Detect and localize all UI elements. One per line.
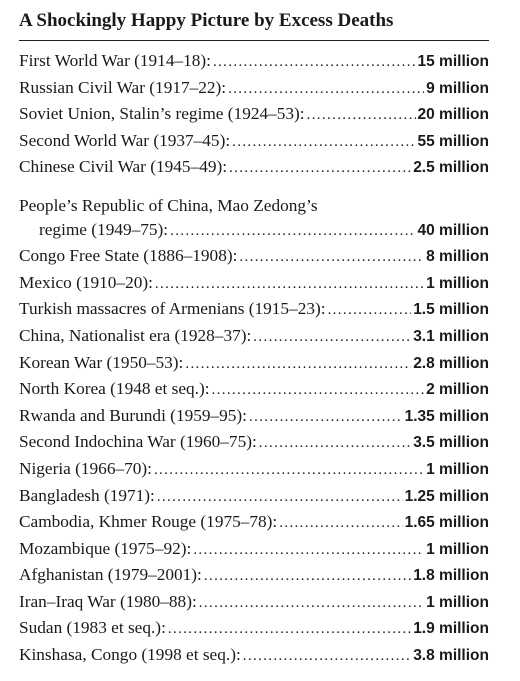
entry-label: Bangladesh (1971):	[19, 485, 155, 505]
entry-value: 1.65 million	[404, 514, 489, 532]
dot-leader	[213, 54, 416, 71]
list-item: Cambodia, Khmer Rouge (1975–78): 1.65 mi…	[19, 512, 489, 539]
entry-label: Nigeria (1966–70):	[19, 458, 152, 478]
entry-value: 3.5 million	[413, 434, 489, 452]
list-item: Korean War (1950–53): 2.8 million	[19, 353, 489, 380]
entry-value: 1 million	[426, 274, 489, 292]
dot-leader	[154, 462, 424, 479]
entry-label: Korean War (1950–53):	[19, 352, 184, 372]
death-toll-list: First World War (1914–18): 15 million Ru…	[19, 51, 489, 672]
entry-value: 2.5 million	[413, 159, 489, 177]
dot-leader	[193, 542, 424, 559]
dot-leader	[170, 223, 415, 240]
entry-label: Cambodia, Khmer Rouge (1975–78):	[19, 512, 278, 532]
dot-leader	[185, 356, 411, 373]
entry-value: 1.9 million	[413, 620, 489, 638]
dot-leader	[157, 489, 403, 506]
list-item: Rwanda and Burundi (1959–95): 1.35 milli…	[19, 406, 489, 433]
list-item: China, Nationalist era (1928–37): 3.1 mi…	[19, 326, 489, 353]
entry-value: 1 million	[426, 540, 489, 558]
entry-value: 3.1 million	[413, 327, 489, 345]
dot-leader	[204, 568, 411, 585]
dot-leader	[228, 81, 424, 98]
list-item: First World War (1914–18): 15 million	[19, 51, 489, 78]
dot-leader	[168, 621, 411, 638]
entry-value: 20 million	[417, 106, 490, 124]
list-item: North Korea (1948 et seq.): 2 million	[19, 379, 489, 406]
dot-leader	[279, 515, 402, 532]
entry-label: Mozambique (1975–92):	[19, 538, 192, 558]
dot-leader	[307, 107, 416, 124]
entry-label: Second Indochina War (1960–75):	[19, 432, 257, 452]
list-item: Afghanistan (1979–2001): 1.8 million	[19, 565, 489, 592]
entry-label: Turkish massacres of Armenians (1915–23)…	[19, 299, 326, 319]
dot-leader	[249, 409, 403, 426]
entry-value: 1.5 million	[413, 301, 489, 319]
list-item: Second Indochina War (1960–75): 3.5 mill…	[19, 432, 489, 459]
entry-label: Chinese Civil War (1945–49):	[19, 157, 228, 177]
entry-label: Afghanistan (1979–2001):	[19, 565, 202, 585]
entry-value: 2.8 million	[413, 354, 489, 372]
page: A Shockingly Happy Picture by Excess Dea…	[19, 0, 489, 672]
entry-value: 15 million	[417, 53, 490, 70]
dot-leader	[199, 595, 424, 612]
dot-leader	[155, 276, 424, 293]
dot-leader	[243, 648, 411, 665]
entry-value: 1.8 million	[413, 567, 489, 585]
list-item: Turkish massacres of Armenians (1915–23)…	[19, 299, 489, 326]
list-item: Mozambique (1975–92): 1 million	[19, 539, 489, 566]
entry-label: Soviet Union, Stalin’s regime (1924–53):	[19, 104, 305, 124]
entry-label: First World War (1914–18):	[19, 51, 211, 70]
entry-value: 3.8 million	[413, 647, 489, 665]
list-item: Bangladesh (1971): 1.25 million	[19, 486, 489, 513]
entry-label: Mexico (1910–20):	[19, 272, 153, 292]
entry-label: Iran–Iraq War (1980–88):	[19, 591, 197, 611]
list-item: regime (1949–75): 40 million	[19, 220, 489, 247]
list-item: Mexico (1910–20): 1 million	[19, 273, 489, 300]
list-item: Soviet Union, Stalin’s regime (1924–53):…	[19, 104, 489, 131]
entry-label: Kinshasa, Congo (1998 et seq.):	[19, 645, 241, 665]
entry-value: 55 million	[417, 132, 490, 150]
entry-label-line1: People’s Republic of China, Mao Zedong’s	[19, 195, 318, 215]
dot-leader	[232, 134, 415, 151]
list-item: Sudan (1983 et seq.): 1.9 million	[19, 618, 489, 645]
dot-leader	[229, 160, 411, 177]
list-item: Second World War (1937–45): 55 million	[19, 131, 489, 158]
page-title: A Shockingly Happy Picture by Excess Dea…	[19, 0, 489, 41]
entry-value: 1.35 million	[404, 407, 489, 425]
dot-leader	[212, 382, 425, 399]
list-item: Congo Free State (1886–1908): 8 million	[19, 246, 489, 273]
list-item-multiline: People’s Republic of China, Mao Zedong’s…	[19, 193, 489, 246]
entry-label: China, Nationalist era (1928–37):	[19, 325, 252, 345]
entry-value: 9 million	[426, 79, 489, 97]
entry-value: 2 million	[426, 381, 489, 399]
entry-value: 1 million	[426, 593, 489, 611]
entry-label: Congo Free State (1886–1908):	[19, 246, 238, 266]
entry-label: regime (1949–75):	[39, 219, 169, 239]
list-item: Chinese Civil War (1945–49): 2.5 million	[19, 157, 489, 184]
entry-value: 1 million	[426, 460, 489, 478]
entry-label: Rwanda and Burundi (1959–95):	[19, 405, 247, 425]
dot-leader	[259, 435, 411, 452]
entry-value: 8 million	[426, 248, 489, 266]
dot-leader	[328, 302, 412, 319]
entry-label: Second World War (1937–45):	[19, 130, 231, 150]
dot-leader	[253, 329, 411, 346]
entry-label: Sudan (1983 et seq.):	[19, 618, 166, 638]
dot-leader	[239, 249, 424, 266]
list-item: Russian Civil War (1917–22): 9 million	[19, 78, 489, 105]
entry-label: North Korea (1948 et seq.):	[19, 379, 210, 399]
entry-value: 1.25 million	[404, 487, 489, 505]
list-item: Kinshasa, Congo (1998 et seq.): 3.8 mill…	[19, 645, 489, 672]
list-item: Iran–Iraq War (1980–88): 1 million	[19, 592, 489, 619]
list-item: Nigeria (1966–70): 1 million	[19, 459, 489, 486]
entry-value: 40 million	[417, 221, 490, 239]
entry-label: Russian Civil War (1917–22):	[19, 77, 227, 97]
